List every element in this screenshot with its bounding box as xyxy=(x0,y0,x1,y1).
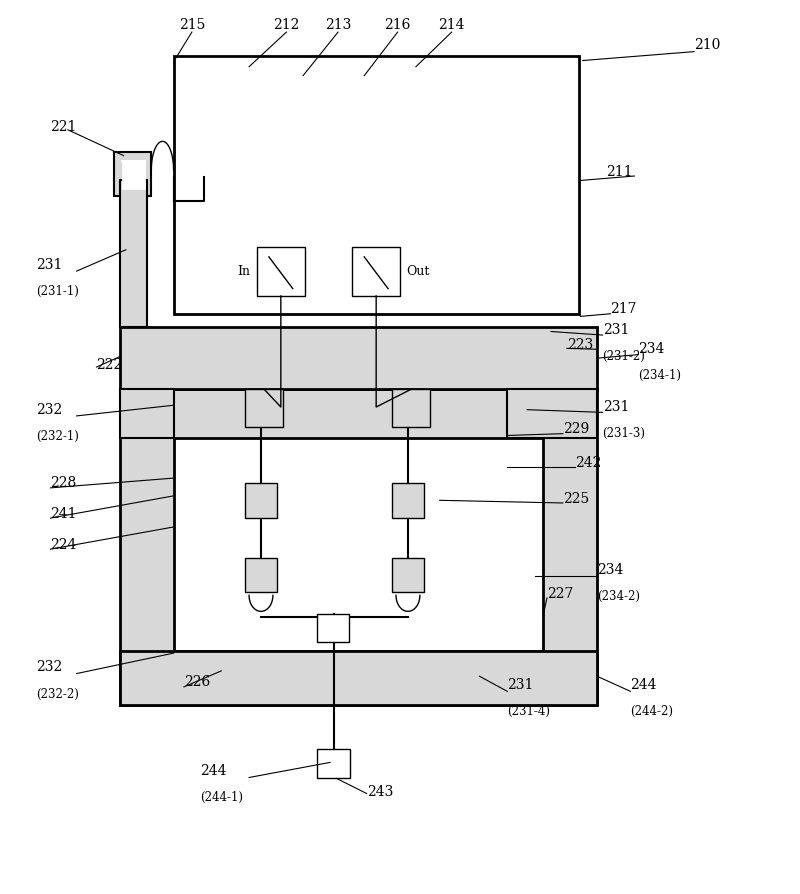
Text: (244-1): (244-1) xyxy=(200,791,243,805)
Text: 223: 223 xyxy=(567,338,593,352)
Text: Out: Out xyxy=(406,265,430,278)
Bar xyxy=(392,483,424,519)
Bar xyxy=(114,152,151,197)
Text: (231-4): (231-4) xyxy=(507,705,550,718)
Text: (231-2): (231-2) xyxy=(602,350,646,363)
Bar xyxy=(507,389,597,438)
Text: 225: 225 xyxy=(563,492,589,505)
Bar xyxy=(120,389,597,704)
Text: 212: 212 xyxy=(274,18,299,32)
Text: 228: 228 xyxy=(50,476,77,490)
Text: 210: 210 xyxy=(694,38,720,53)
Bar xyxy=(317,749,350,778)
Bar xyxy=(122,161,145,190)
Text: 232: 232 xyxy=(36,402,62,417)
Text: 231: 231 xyxy=(507,679,534,692)
Text: 231: 231 xyxy=(602,323,629,337)
Bar xyxy=(257,247,305,296)
Text: 227: 227 xyxy=(547,586,574,601)
Bar xyxy=(174,56,578,314)
Text: 221: 221 xyxy=(50,120,77,134)
Text: 241: 241 xyxy=(50,507,77,520)
Bar xyxy=(352,247,400,296)
Text: 244: 244 xyxy=(200,764,226,779)
Text: 222: 222 xyxy=(97,358,122,372)
Bar xyxy=(318,614,349,643)
Text: 211: 211 xyxy=(606,164,633,179)
Text: (234-2): (234-2) xyxy=(597,590,640,603)
Bar xyxy=(174,438,543,652)
Bar xyxy=(245,558,277,592)
Text: 215: 215 xyxy=(178,18,205,32)
Bar xyxy=(245,483,277,519)
Text: 243: 243 xyxy=(366,785,393,798)
Text: 232: 232 xyxy=(36,661,62,674)
Text: 244: 244 xyxy=(630,679,657,692)
Text: 217: 217 xyxy=(610,302,637,316)
Bar xyxy=(245,389,283,426)
Text: (244-2): (244-2) xyxy=(630,705,674,718)
Text: 242: 242 xyxy=(574,456,601,470)
Text: (232-2): (232-2) xyxy=(36,687,79,701)
Text: (232-1): (232-1) xyxy=(36,430,79,443)
Text: 214: 214 xyxy=(438,18,465,32)
Bar xyxy=(392,558,424,592)
Bar xyxy=(120,327,597,389)
Text: 234: 234 xyxy=(638,342,665,357)
Text: In: In xyxy=(238,265,250,278)
Text: 216: 216 xyxy=(385,18,411,32)
Text: (231-3): (231-3) xyxy=(602,427,646,440)
Text: 229: 229 xyxy=(563,422,589,436)
Text: 213: 213 xyxy=(325,18,351,32)
Bar xyxy=(120,181,146,327)
Bar xyxy=(392,389,430,426)
Bar xyxy=(120,389,174,438)
Text: 226: 226 xyxy=(184,676,210,689)
Text: (234-1): (234-1) xyxy=(638,369,682,383)
Bar xyxy=(120,652,597,704)
Text: (231-1): (231-1) xyxy=(36,285,79,298)
Text: 224: 224 xyxy=(50,537,77,552)
Text: 231: 231 xyxy=(602,400,629,414)
Text: 234: 234 xyxy=(597,562,623,577)
Text: 231: 231 xyxy=(36,257,62,272)
